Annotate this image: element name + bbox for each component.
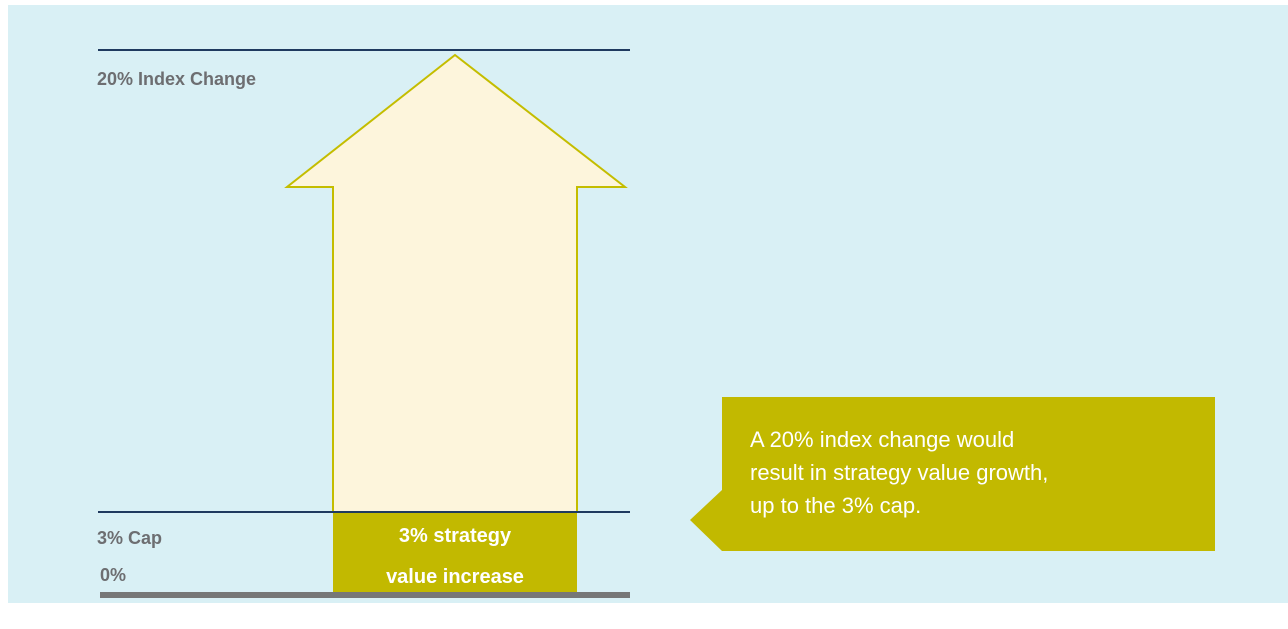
box-text: 3% strategy: [399, 525, 512, 547]
callout-text: up to the 3% cap.: [750, 493, 921, 518]
increase-box: [333, 512, 577, 592]
cap-label: 3% Cap: [97, 528, 162, 548]
box-text: value increase: [386, 566, 524, 588]
zero-label: 0%: [100, 565, 126, 585]
baseline: [100, 592, 630, 598]
callout-text: A 20% index change would: [750, 427, 1014, 452]
callout: [690, 397, 1215, 551]
callout-text: result in strategy value growth,: [750, 460, 1048, 485]
top-label: 20% Index Change: [97, 69, 256, 89]
